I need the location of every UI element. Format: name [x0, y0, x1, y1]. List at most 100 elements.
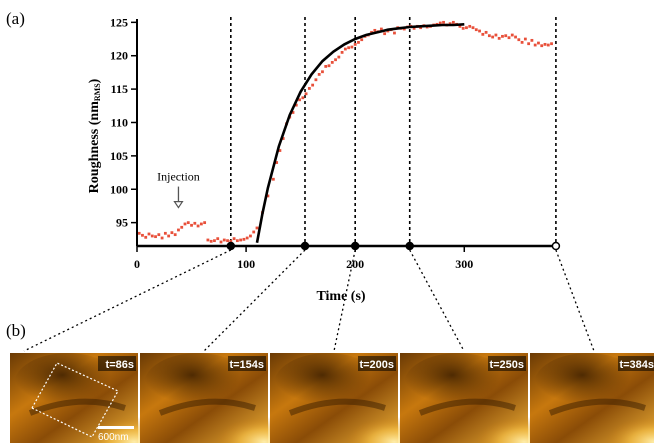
data-point [451, 20, 455, 24]
data-point [170, 231, 174, 235]
afm-frame-highlight [581, 401, 654, 443]
afm-frame-ridge [288, 398, 386, 416]
x-tick-label: 0 [134, 257, 140, 271]
data-point [167, 234, 171, 238]
data-point [520, 40, 524, 44]
marker-circle [405, 241, 414, 251]
connector-line [333, 249, 356, 352]
data-point [478, 29, 481, 33]
afm-frame-ridge [158, 398, 256, 416]
data-point [242, 237, 246, 241]
scale-bar-label: 600nm [98, 432, 129, 443]
data-point [196, 224, 200, 228]
data-point [481, 32, 485, 36]
data-point [448, 22, 452, 26]
data-point [209, 239, 213, 243]
connector-line [555, 249, 595, 352]
data-point [458, 24, 462, 28]
x-tick-label: 200 [346, 257, 364, 271]
data-point [232, 237, 236, 241]
data-point [530, 38, 534, 42]
data-point [412, 26, 416, 30]
afm-region-outline [31, 362, 119, 438]
data-point [177, 228, 180, 232]
data-point [379, 27, 383, 31]
scale-bar: 600nm [98, 426, 134, 443]
data-point [203, 221, 207, 225]
data-point [206, 238, 210, 242]
afm-frame-highlight [191, 401, 289, 443]
afm-frame-highlight [61, 401, 159, 443]
afm-frame-highlight [451, 401, 549, 443]
data-point [190, 223, 193, 227]
data-point [501, 34, 504, 38]
data-point [419, 26, 423, 30]
injection-arrow-icon [173, 186, 184, 209]
data-point [353, 42, 357, 46]
arrow-head [173, 200, 184, 209]
data-point [249, 234, 252, 238]
connector-line [409, 249, 465, 352]
data-point [337, 55, 341, 59]
y-tick-label: 95 [116, 216, 128, 230]
data-point [294, 103, 298, 107]
data-point [304, 92, 308, 96]
y-axis-title-subscript: RMS [93, 83, 102, 101]
data-point [173, 233, 177, 237]
data-point [278, 149, 282, 152]
data-point [494, 33, 498, 37]
afm-frame-ridge [548, 398, 646, 416]
roughness-points [137, 20, 553, 244]
injection-annotation: Injection [157, 170, 200, 184]
marker-circle [350, 241, 360, 251]
data-point [301, 96, 305, 100]
data-point [266, 194, 270, 198]
data-point [438, 21, 442, 25]
data-point [360, 38, 364, 42]
x-tick-label: 100 [237, 257, 255, 271]
y-axis-title-main: Roughness (nm [87, 101, 102, 194]
data-point [160, 236, 164, 240]
afm-frame-ridge [418, 398, 516, 416]
data-point [137, 231, 141, 235]
data-point [514, 35, 517, 39]
data-point [183, 222, 187, 226]
frame-time-label: t=154s [229, 359, 264, 371]
marker-circle [551, 241, 561, 251]
data-point [235, 239, 239, 243]
data-point [298, 98, 301, 102]
data-point [222, 238, 226, 242]
data-point [527, 42, 531, 46]
data-point [461, 26, 465, 30]
y-tick-label: 125 [110, 15, 128, 29]
data-point [510, 33, 514, 37]
afm-image-strip: t=86s t=154s t=200s t=250s t=384s [10, 353, 654, 443]
data-point [484, 30, 488, 34]
data-point [393, 31, 396, 35]
data-point [199, 222, 203, 226]
panel-label-b: (b) [6, 321, 26, 340]
data-point [317, 73, 321, 76]
fit-curve [255, 23, 465, 243]
data-point [442, 20, 445, 24]
data-point [507, 36, 511, 40]
frame-label-bg [488, 356, 526, 371]
afm-frame-highlight [321, 401, 419, 443]
data-point [533, 43, 537, 47]
x-axis-ticks: 0 100 200 300 [134, 246, 473, 271]
data-point [226, 239, 229, 243]
data-point [311, 83, 315, 87]
data-point [219, 240, 223, 244]
data-point [546, 43, 550, 47]
afm-frame-ridge [28, 398, 126, 416]
data-point [543, 42, 547, 46]
data-point [468, 24, 472, 28]
data-point [213, 239, 216, 243]
data-point [229, 239, 233, 243]
data-point [150, 234, 154, 238]
data-point [252, 230, 256, 234]
data-point [497, 36, 501, 40]
data-point [540, 44, 544, 48]
data-point [144, 235, 148, 239]
data-point [163, 231, 167, 235]
